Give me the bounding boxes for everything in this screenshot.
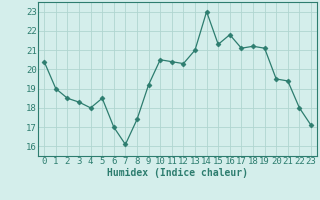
- X-axis label: Humidex (Indice chaleur): Humidex (Indice chaleur): [107, 168, 248, 178]
